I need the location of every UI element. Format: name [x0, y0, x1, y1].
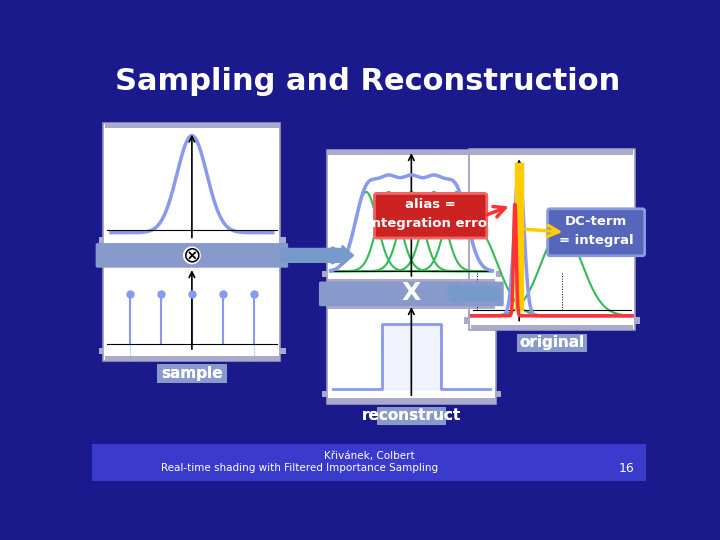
- Text: Real-time shading with Filtered Importance Sampling: Real-time shading with Filtered Importan…: [161, 463, 438, 473]
- Bar: [327, 150, 496, 284]
- Bar: [105, 356, 279, 361]
- Text: original: original: [519, 335, 585, 350]
- FancyBboxPatch shape: [548, 209, 644, 256]
- Text: ⊗: ⊗: [183, 245, 201, 265]
- Text: Křivánek, Colbert: Křivánek, Colbert: [324, 451, 414, 461]
- Circle shape: [182, 245, 202, 265]
- Bar: [322, 271, 328, 278]
- Bar: [99, 348, 104, 354]
- Bar: [105, 261, 279, 267]
- Text: DC-term
= integral: DC-term = integral: [559, 215, 634, 247]
- Bar: [517, 334, 587, 352]
- Text: X: X: [402, 281, 421, 305]
- Bar: [464, 318, 470, 323]
- Text: sample: sample: [161, 366, 222, 381]
- Text: original: original: [519, 335, 585, 350]
- Bar: [105, 244, 279, 249]
- Bar: [328, 150, 495, 155]
- Bar: [328, 303, 495, 309]
- Bar: [496, 390, 501, 397]
- Bar: [496, 271, 501, 278]
- Text: Sampling and Reconstruction: Sampling and Reconstruction: [115, 68, 620, 96]
- FancyBboxPatch shape: [96, 243, 288, 268]
- Bar: [328, 279, 495, 284]
- Bar: [471, 150, 633, 155]
- Bar: [327, 303, 496, 403]
- Text: reconstruct: reconstruct: [361, 408, 461, 423]
- Bar: [281, 237, 286, 242]
- Bar: [104, 123, 281, 249]
- Bar: [634, 318, 640, 323]
- Bar: [157, 364, 227, 383]
- Text: alias =
integration error: alias = integration error: [367, 198, 494, 230]
- Bar: [92, 444, 647, 481]
- FancyArrow shape: [281, 245, 354, 265]
- FancyBboxPatch shape: [319, 281, 504, 306]
- Text: sample: sample: [161, 366, 222, 381]
- Bar: [471, 325, 633, 330]
- Bar: [328, 398, 495, 403]
- Bar: [104, 261, 281, 361]
- Bar: [105, 123, 279, 128]
- Bar: [281, 348, 286, 354]
- FancyArrow shape: [446, 284, 500, 304]
- FancyBboxPatch shape: [374, 193, 487, 238]
- Bar: [377, 407, 446, 425]
- Bar: [322, 390, 328, 397]
- Bar: [99, 237, 104, 242]
- Text: 16: 16: [619, 462, 635, 475]
- Text: reconstruct: reconstruct: [361, 408, 461, 423]
- Bar: [469, 150, 634, 330]
